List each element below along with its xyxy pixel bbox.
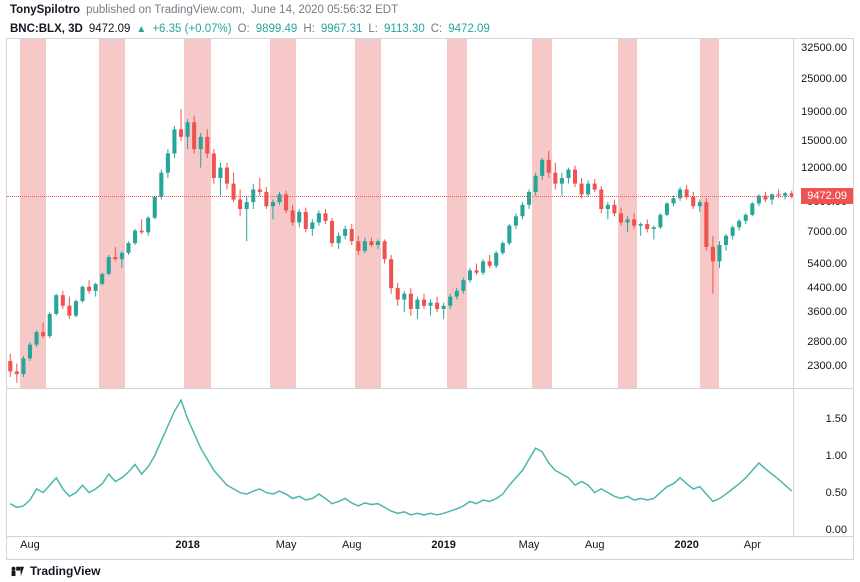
x-axis: Aug 2018 May Aug 2019 May Aug 2020 Apr — [7, 537, 853, 559]
symbol: BNC:BLX, 3D — [10, 23, 83, 35]
x-tick-label: Aug — [20, 539, 40, 551]
brand-name: TradingView — [30, 564, 100, 578]
indicator-chart[interactable]: 0.00 0.50 1.00 1.50 — [7, 389, 853, 537]
close-value: 9472.09 — [448, 23, 490, 35]
up-arrow-icon: ▲ — [136, 24, 146, 35]
main-price-chart[interactable]: 2300.00 2800.00 3600.00 4400.00 5400.00 7000.… — [7, 39, 853, 389]
y-tick-label: 12000.00 — [801, 162, 847, 174]
footer: TradingView — [0, 560, 860, 582]
last-price-tag: 9472.09 — [801, 188, 853, 204]
author-name: TonySpilotro — [10, 4, 80, 16]
x-tick-label: 2018 — [175, 539, 199, 551]
indicator-line — [7, 389, 795, 537]
y-tick-label: 19000.00 — [801, 106, 847, 118]
high-label: H: — [303, 23, 315, 35]
y-tick-label: 7000.00 — [807, 226, 847, 238]
last-price-line — [7, 196, 793, 197]
y-tick-label: 2800.00 — [807, 336, 847, 348]
y-tick-label: 32500.00 — [801, 42, 847, 54]
y-tick-label: 3600.00 — [807, 306, 847, 318]
high-value: 9967.31 — [321, 23, 363, 35]
low-label: L: — [368, 23, 378, 35]
y-tick-label: 0.50 — [826, 487, 847, 499]
x-tick-label: May — [519, 539, 540, 551]
open-label: O: — [238, 23, 250, 35]
quote-bar: BNC:BLX, 3D 9472.09 ▲ +6.35 (+0.07%) O: … — [0, 20, 860, 38]
last-price: 9472.09 — [89, 23, 131, 35]
y-tick-label: 15000.00 — [801, 135, 847, 147]
candlestick-series — [7, 39, 795, 389]
y-tick-label: 0.00 — [826, 524, 847, 536]
publish-timestamp: June 14, 2020 05:56:32 EDT — [251, 4, 398, 16]
publish-header: TonySpilotro published on TradingView.co… — [0, 0, 860, 20]
chart-area: 2300.00 2800.00 3600.00 4400.00 5400.00 7000.… — [6, 38, 854, 560]
x-tick-label: 2019 — [431, 539, 455, 551]
y-tick-label: 1.50 — [826, 413, 847, 425]
x-tick-label: Aug — [342, 539, 362, 551]
change-value: +6.35 (+0.07%) — [152, 23, 231, 35]
sub-y-axis: 0.00 0.50 1.00 1.50 — [793, 389, 853, 536]
x-tick-label: Apr — [744, 539, 761, 551]
published-on: published on TradingView.com, — [86, 4, 245, 16]
y-tick-label: 2300.00 — [807, 360, 847, 372]
main-y-axis: 2300.00 2800.00 3600.00 4400.00 5400.00 7000.… — [793, 39, 853, 388]
y-tick-label: 25000.00 — [801, 73, 847, 85]
low-value: 9113.30 — [384, 23, 425, 35]
y-tick-label: 1.00 — [826, 450, 847, 462]
open-value: 9899.49 — [256, 23, 298, 35]
x-tick-label: Aug — [585, 539, 605, 551]
x-tick-label: 2020 — [674, 539, 698, 551]
tradingview-logo-icon — [10, 564, 24, 578]
y-tick-label: 5400.00 — [807, 258, 847, 270]
x-tick-label: May — [276, 539, 297, 551]
close-label: C: — [431, 23, 443, 35]
y-tick-label: 4400.00 — [807, 282, 847, 294]
